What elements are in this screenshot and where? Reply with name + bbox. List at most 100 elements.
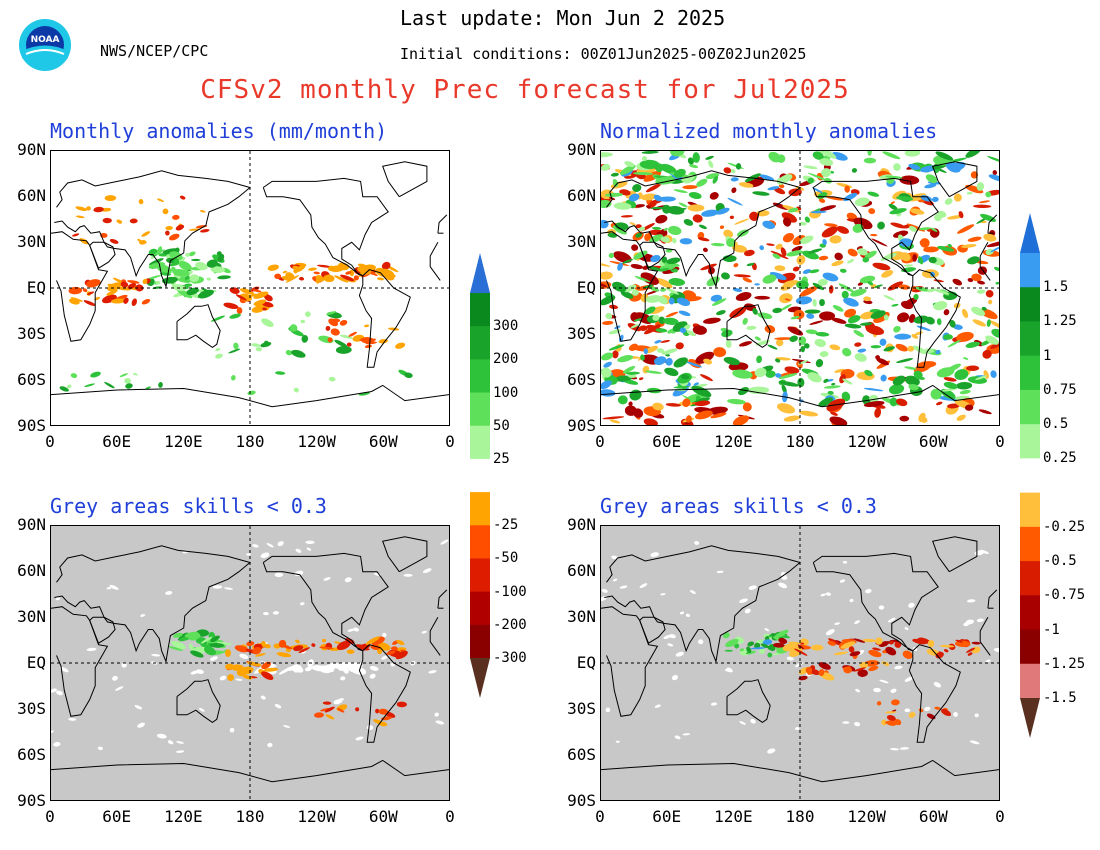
precip-anomaly-patch xyxy=(918,227,932,231)
precip-anomaly-patch xyxy=(656,348,665,353)
precip-anomaly-patch xyxy=(839,268,847,273)
precip-anomaly-patch xyxy=(282,270,288,274)
precip-anomaly-patch xyxy=(782,232,795,243)
precip-anomaly-patch xyxy=(767,644,776,651)
colorbar-tick-label: -1 xyxy=(1043,621,1060,638)
precip-anomaly-patch xyxy=(842,378,853,385)
precip-anomaly-patch xyxy=(840,641,856,649)
precip-anomaly-patch xyxy=(175,224,185,231)
precip-anomaly-patch xyxy=(687,204,705,212)
precip-anomaly-patch xyxy=(851,168,858,173)
lon-tick-label: 0 xyxy=(595,807,605,826)
precip-anomaly-patch xyxy=(954,640,971,648)
precip-anomaly-patch xyxy=(375,267,389,277)
precip-anomaly-patch xyxy=(759,245,765,251)
precip-anomaly-patch xyxy=(775,373,782,378)
precip-anomaly-patch xyxy=(988,174,999,182)
lon-tick-label: 120E xyxy=(164,807,203,826)
precip-anomaly-patch xyxy=(679,611,685,615)
precip-anomaly-patch xyxy=(660,288,667,292)
precip-anomaly-patch xyxy=(234,645,249,653)
precip-anomaly-patch xyxy=(673,168,686,178)
precip-anomaly-patch xyxy=(908,712,916,718)
precip-anomaly-patch xyxy=(685,415,692,423)
coastline xyxy=(429,242,439,257)
precip-anomaly-patch xyxy=(971,306,986,317)
precip-anomaly-patch xyxy=(632,172,654,176)
precip-anomaly-patch xyxy=(739,598,748,604)
colorbar-segment xyxy=(470,392,490,427)
precip-anomaly-patch xyxy=(859,661,869,669)
lon-tick-label: 60W xyxy=(368,432,398,451)
precip-anomaly-patch xyxy=(685,613,691,618)
precip-anomaly-patch xyxy=(300,319,306,324)
precip-anomaly-patch xyxy=(627,374,637,378)
precip-anomaly-patch xyxy=(923,348,935,354)
precip-anomaly-patch xyxy=(334,641,341,644)
precip-anomaly-patch xyxy=(692,214,703,223)
precip-anomaly-patch xyxy=(885,646,897,656)
precip-anomaly-patch xyxy=(395,650,408,660)
precip-anomaly-patch xyxy=(369,673,376,679)
precip-anomaly-patch xyxy=(798,675,808,681)
precip-anomaly-patch xyxy=(375,708,380,714)
precip-anomaly-patch xyxy=(264,643,271,649)
precip-anomaly-patch xyxy=(686,330,696,337)
lat-tick-label: 90S xyxy=(567,791,596,810)
precip-anomaly-patch xyxy=(305,540,315,545)
precip-anomaly-patch xyxy=(828,285,834,294)
precip-anomaly-patch xyxy=(796,255,806,265)
precip-anomaly-patch xyxy=(689,164,699,169)
precip-anomaly-patch xyxy=(752,308,758,315)
precip-anomaly-patch xyxy=(353,627,359,632)
lon-tick-label: 60W xyxy=(918,807,948,826)
colorbar-tick-label: 1 xyxy=(1043,347,1052,364)
precip-anomaly-patch xyxy=(602,416,625,420)
colorbar-segment xyxy=(1020,389,1040,425)
precip-anomaly-patch xyxy=(987,155,999,164)
precip-anomaly-patch xyxy=(870,345,882,349)
precip-anomaly-patch xyxy=(206,259,218,268)
precip-anomaly-patch xyxy=(794,648,808,656)
lon-tick-label: 0 xyxy=(45,432,55,451)
precip-anomaly-patch xyxy=(953,193,962,202)
precip-anomaly-patch xyxy=(838,283,855,293)
precip-anomaly-patch xyxy=(985,659,991,663)
colorbar-tick-label: 50 xyxy=(493,417,510,434)
precip-anomaly-patch xyxy=(899,238,913,247)
precip-anomaly-patch xyxy=(744,608,751,614)
precip-anomaly-patch xyxy=(230,664,244,671)
precip-anomaly-patch xyxy=(965,647,976,653)
precip-anomaly-patch xyxy=(854,353,867,362)
precip-anomaly-patch xyxy=(660,163,677,174)
precip-anomaly-patch xyxy=(328,318,339,327)
lon-tick-label: 0 xyxy=(45,807,55,826)
precip-anomaly-patch xyxy=(723,632,730,639)
precip-anomaly-patch xyxy=(908,383,919,391)
colorbar-segment xyxy=(470,525,490,559)
precip-anomaly-patch xyxy=(972,204,992,209)
colorbar-tick-label: -50 xyxy=(493,550,519,567)
precip-anomaly-patch xyxy=(724,669,733,673)
precip-anomaly-patch xyxy=(981,306,987,311)
colorbar-tick-label: 0.5 xyxy=(1043,416,1069,433)
precip-anomaly-patch xyxy=(660,340,671,343)
precip-anomaly-patch xyxy=(807,177,814,184)
precip-anomaly-patch xyxy=(235,294,247,301)
precip-anomaly-patch xyxy=(915,286,930,292)
precip-anomaly-patch xyxy=(893,230,909,238)
coastline xyxy=(429,256,441,281)
precip-anomaly-patch xyxy=(823,378,829,383)
precip-anomaly-patch xyxy=(947,403,960,409)
precip-anomaly-patch xyxy=(209,643,225,648)
precip-anomaly-patch xyxy=(955,639,963,643)
precip-anomaly-patch xyxy=(799,638,809,646)
lon-tick-label: 180 xyxy=(235,807,265,826)
precip-anomaly-patch xyxy=(252,289,262,293)
precip-anomaly-patch xyxy=(814,338,826,347)
precip-anomaly-patch xyxy=(832,305,844,312)
precip-anomaly-patch xyxy=(971,273,982,282)
coastline xyxy=(358,644,411,743)
precip-anomaly-patch xyxy=(758,648,766,654)
precip-anomaly-patch xyxy=(985,289,994,298)
